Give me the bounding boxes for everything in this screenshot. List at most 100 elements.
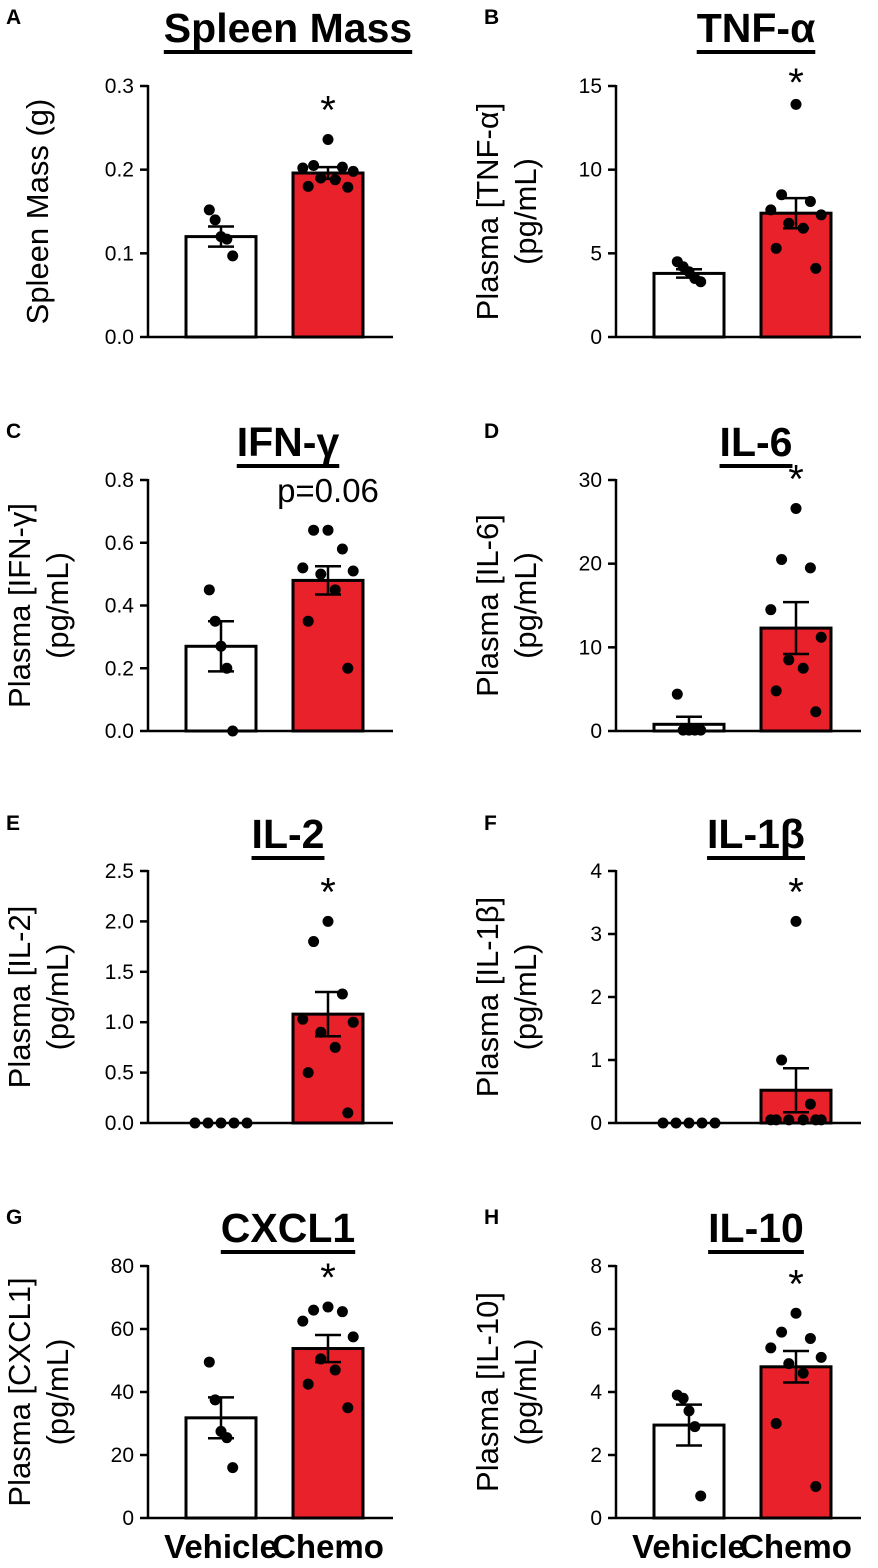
y-axis-label: Plasma [IL-6] <box>470 514 505 697</box>
data-point <box>797 1114 809 1126</box>
y-tick-label: 4 <box>590 860 602 883</box>
bar-chemo <box>291 171 365 339</box>
data-point <box>315 1353 327 1365</box>
bar-vehicle <box>652 271 726 339</box>
data-point <box>297 562 309 574</box>
y-tick-label: 0.0 <box>105 720 134 743</box>
significance-annotation: * <box>788 61 804 105</box>
data-point <box>202 1117 214 1129</box>
bar-chemo <box>291 578 365 733</box>
title-underline <box>220 1250 356 1254</box>
bar-vehicle <box>184 235 258 339</box>
chart-title: CXCL1 <box>221 1205 355 1251</box>
data-point <box>657 1117 669 1129</box>
bar-chemo <box>291 1347 365 1520</box>
y-axis-label: (pg/mL) <box>508 552 543 659</box>
data-point <box>810 262 822 274</box>
y-axis-label: Plasma [TNF-α] <box>470 103 505 321</box>
data-point <box>347 165 359 177</box>
y-tick-label: 2 <box>590 986 602 1009</box>
title-underline <box>719 464 793 468</box>
panel-letter: G <box>6 1206 22 1229</box>
y-tick-label: 10 <box>579 636 602 659</box>
significance-annotation: * <box>788 870 804 914</box>
data-point <box>308 524 320 536</box>
data-point <box>315 172 327 184</box>
data-point <box>671 688 683 700</box>
data-point <box>209 1394 221 1406</box>
data-point <box>815 209 827 221</box>
y-tick-label: 1.0 <box>105 1011 134 1034</box>
data-point <box>189 1117 201 1129</box>
y-axis-label: (pg/mL) <box>40 1339 75 1446</box>
y-tick-label: 0.2 <box>105 657 134 680</box>
data-point <box>322 524 334 536</box>
data-point <box>336 988 348 1000</box>
significance-annotation: p=0.06 <box>277 472 379 509</box>
significance-annotation: * <box>320 870 336 914</box>
data-point <box>227 250 239 262</box>
title-underline <box>251 856 325 860</box>
y-tick-label: 10 <box>579 159 602 182</box>
y-tick-label: 1.5 <box>105 961 134 984</box>
data-point <box>336 1306 348 1318</box>
y-tick-label: 0.1 <box>105 242 134 265</box>
y-tick-label: 8 <box>590 1255 602 1278</box>
data-point <box>308 159 320 171</box>
data-point <box>765 1342 777 1354</box>
data-point <box>215 1117 227 1129</box>
y-axis-label: (pg/mL) <box>40 552 75 659</box>
significance-annotation: * <box>320 89 336 133</box>
data-point <box>302 1378 314 1390</box>
data-point <box>810 1114 822 1126</box>
data-point <box>815 1351 827 1363</box>
data-point <box>227 725 239 737</box>
data-point <box>297 162 309 174</box>
title-underline <box>696 50 816 54</box>
title-underline <box>707 856 805 860</box>
data-point <box>297 1315 309 1327</box>
y-tick-label: 60 <box>111 1318 134 1341</box>
chart-title: IFN-γ <box>237 419 340 465</box>
data-point <box>776 1054 788 1066</box>
y-axis-label: (pg/mL) <box>508 1339 543 1446</box>
data-point <box>342 662 354 674</box>
data-point <box>677 1392 689 1404</box>
data-point <box>689 1421 701 1433</box>
y-axis-label: (pg/mL) <box>40 944 75 1051</box>
data-point <box>790 502 802 514</box>
data-point <box>308 1304 320 1316</box>
panel-b: B TNF-α 0 5 10 15 Plasma [TNF-α] (pg/mL) * <box>470 5 861 349</box>
data-point <box>695 1490 707 1502</box>
data-point <box>770 685 782 697</box>
y-tick-label: 0.5 <box>105 1062 134 1085</box>
y-axis-label: Plasma [IL-10] <box>470 1292 505 1492</box>
data-point <box>804 1098 816 1110</box>
chart-title: Spleen Mass <box>164 5 412 51</box>
panel-letter: E <box>6 812 20 835</box>
data-point <box>797 222 809 234</box>
data-point <box>790 1307 802 1319</box>
data-point <box>329 1364 341 1376</box>
chart-title: IL-6 <box>720 419 793 465</box>
data-point <box>770 1114 782 1126</box>
data-point <box>342 1402 354 1414</box>
data-point <box>322 915 334 927</box>
data-point <box>696 1117 708 1129</box>
significance-annotation: * <box>320 1256 336 1300</box>
y-tick-label: 6 <box>590 1318 602 1341</box>
y-tick-label: 0.4 <box>105 595 135 618</box>
y-tick-label: 2.5 <box>105 860 134 883</box>
significance-annotation: * <box>788 457 804 501</box>
panel-g: G CXCL1 0 20 40 60 80 Plasma [CXCL1] (pg/mL) * Veh… <box>2 1205 393 1565</box>
data-point <box>322 1301 334 1313</box>
y-tick-label: 80 <box>111 1255 134 1278</box>
data-point <box>776 553 788 565</box>
y-tick-label: 0 <box>590 326 602 349</box>
chart-title: IL-10 <box>708 1205 804 1251</box>
data-point <box>695 724 707 736</box>
panel-h: H IL-10 0 2 4 6 8 Plasma [IL-10] (pg/mL) * Vehicle… <box>470 1205 861 1565</box>
data-point <box>342 181 354 193</box>
data-point <box>783 654 795 666</box>
data-point <box>329 1041 341 1053</box>
